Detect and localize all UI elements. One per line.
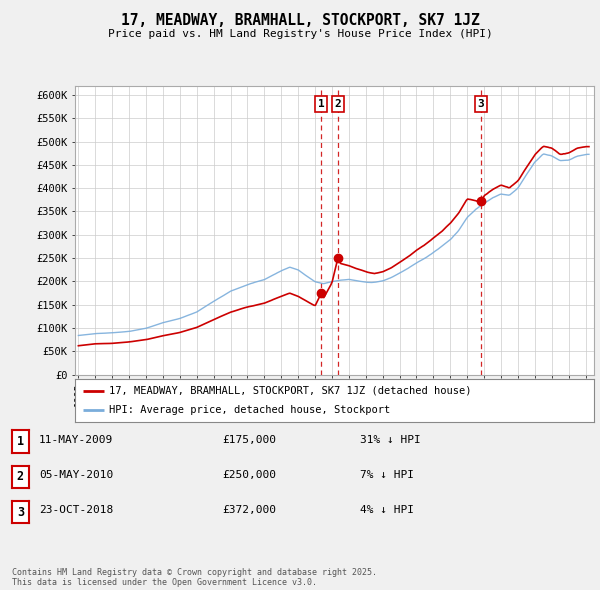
Text: 2: 2 (17, 470, 24, 483)
Text: 17, MEADWAY, BRAMHALL, STOCKPORT, SK7 1JZ (detached house): 17, MEADWAY, BRAMHALL, STOCKPORT, SK7 1J… (109, 386, 471, 396)
Text: HPI: Average price, detached house, Stockport: HPI: Average price, detached house, Stoc… (109, 405, 390, 415)
Text: 1: 1 (318, 99, 325, 109)
Text: 31% ↓ HPI: 31% ↓ HPI (360, 435, 421, 444)
Text: £175,000: £175,000 (222, 435, 276, 444)
Text: 3: 3 (17, 506, 24, 519)
Text: 05-MAY-2010: 05-MAY-2010 (39, 470, 113, 480)
Text: Contains HM Land Registry data © Crown copyright and database right 2025.
This d: Contains HM Land Registry data © Crown c… (12, 568, 377, 587)
Text: 3: 3 (478, 99, 484, 109)
Text: £250,000: £250,000 (222, 470, 276, 480)
Text: £372,000: £372,000 (222, 506, 276, 515)
Text: Price paid vs. HM Land Registry's House Price Index (HPI): Price paid vs. HM Land Registry's House … (107, 30, 493, 39)
Text: 7% ↓ HPI: 7% ↓ HPI (360, 470, 414, 480)
Text: 23-OCT-2018: 23-OCT-2018 (39, 506, 113, 515)
Text: 1: 1 (17, 435, 24, 448)
Text: 4% ↓ HPI: 4% ↓ HPI (360, 506, 414, 515)
Text: 17, MEADWAY, BRAMHALL, STOCKPORT, SK7 1JZ: 17, MEADWAY, BRAMHALL, STOCKPORT, SK7 1J… (121, 13, 479, 28)
Text: 11-MAY-2009: 11-MAY-2009 (39, 435, 113, 444)
Text: 2: 2 (334, 99, 341, 109)
